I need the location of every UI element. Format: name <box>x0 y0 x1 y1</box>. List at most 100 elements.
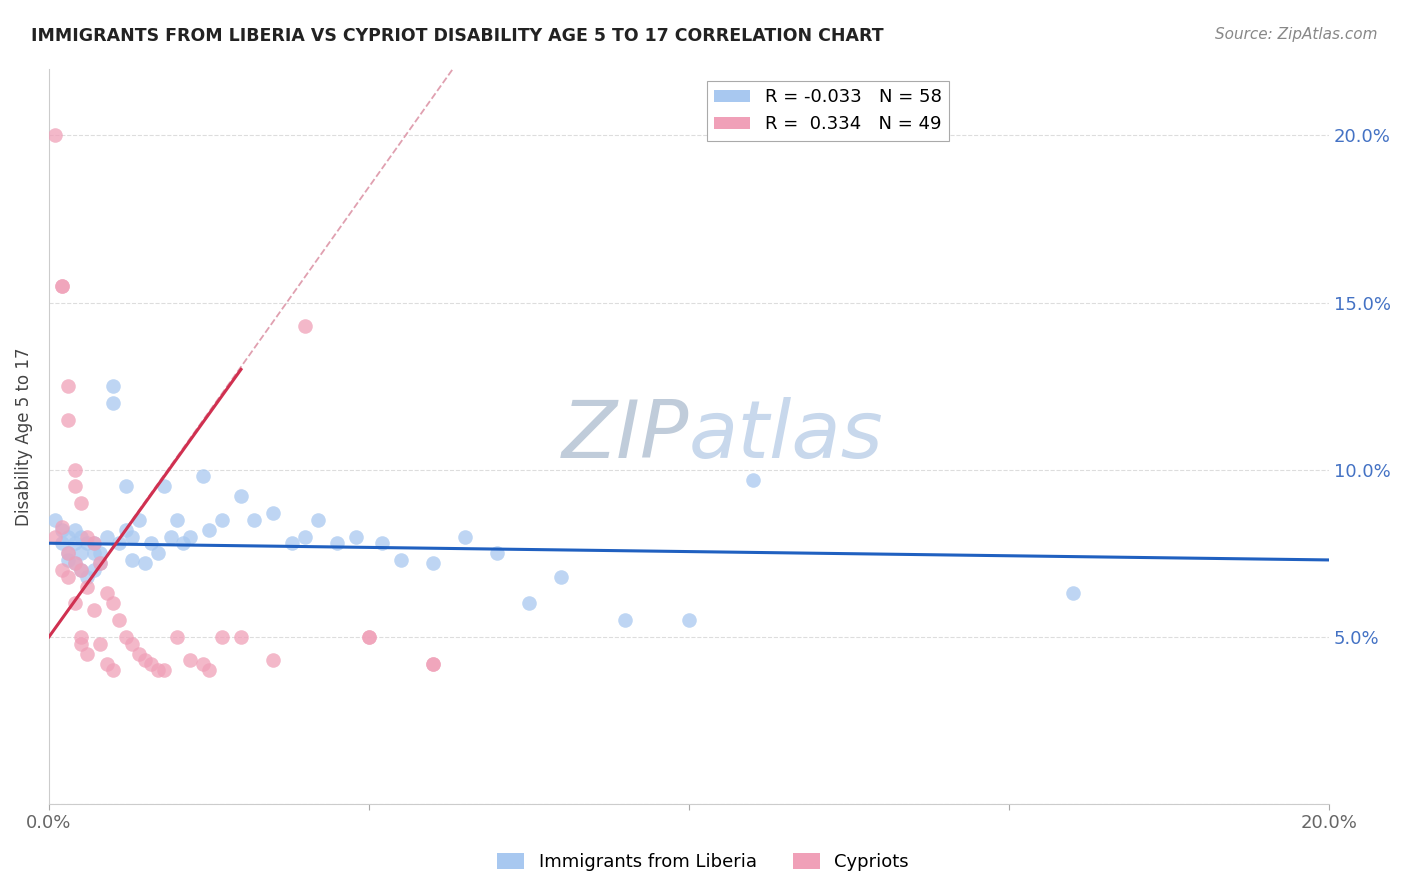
Point <box>51 523 73 537</box>
Point <box>96 657 118 671</box>
Point <box>153 479 176 493</box>
Point <box>294 318 316 333</box>
Point <box>63 556 86 570</box>
Point <box>108 536 131 550</box>
Point <box>114 479 136 493</box>
Text: atlas: atlas <box>689 397 884 475</box>
Point <box>128 513 150 527</box>
Point <box>146 663 169 677</box>
Point <box>1062 586 1084 600</box>
Point <box>44 513 66 527</box>
Point <box>108 613 131 627</box>
Point <box>121 636 143 650</box>
Point <box>44 530 66 544</box>
Point <box>294 530 316 544</box>
Point <box>550 569 572 583</box>
Point <box>179 530 201 544</box>
Point <box>211 630 233 644</box>
Point <box>101 379 124 393</box>
Point <box>56 530 79 544</box>
Point <box>76 647 98 661</box>
Point <box>211 513 233 527</box>
Point <box>56 553 79 567</box>
Point <box>114 523 136 537</box>
Point <box>51 519 73 533</box>
Point <box>63 536 86 550</box>
Point <box>191 469 214 483</box>
Point <box>198 523 221 537</box>
Legend: Immigrants from Liberia, Cypriots: Immigrants from Liberia, Cypriots <box>489 846 917 879</box>
Point <box>172 536 194 550</box>
Point <box>243 513 266 527</box>
Point <box>101 596 124 610</box>
Point <box>89 636 111 650</box>
Point <box>389 553 412 567</box>
Point <box>70 636 93 650</box>
Point <box>146 546 169 560</box>
Point <box>70 496 93 510</box>
Point <box>63 523 86 537</box>
Point <box>198 663 221 677</box>
Point <box>357 630 380 644</box>
Point <box>114 630 136 644</box>
Point <box>166 513 188 527</box>
Point <box>89 556 111 570</box>
Point <box>56 546 79 560</box>
Point <box>166 630 188 644</box>
Point <box>51 536 73 550</box>
Point <box>56 379 79 393</box>
Point <box>76 580 98 594</box>
Point <box>422 556 444 570</box>
Point <box>70 546 93 560</box>
Point <box>76 536 98 550</box>
Point <box>83 546 105 560</box>
Point <box>63 479 86 493</box>
Point <box>101 663 124 677</box>
Point <box>89 556 111 570</box>
Point <box>262 506 284 520</box>
Point <box>141 536 163 550</box>
Point <box>742 473 765 487</box>
Point <box>44 128 66 143</box>
Point <box>70 630 93 644</box>
Point <box>141 657 163 671</box>
Point <box>229 630 252 644</box>
Point <box>121 530 143 544</box>
Point <box>56 412 79 426</box>
Point <box>326 536 349 550</box>
Point <box>56 546 79 560</box>
Point <box>517 596 540 610</box>
Point <box>51 278 73 293</box>
Point <box>83 536 105 550</box>
Point <box>96 586 118 600</box>
Text: IMMIGRANTS FROM LIBERIA VS CYPRIOT DISABILITY AGE 5 TO 17 CORRELATION CHART: IMMIGRANTS FROM LIBERIA VS CYPRIOT DISAB… <box>31 27 883 45</box>
Point <box>307 513 329 527</box>
Point <box>371 536 394 550</box>
Point <box>96 530 118 544</box>
Point <box>614 613 637 627</box>
Point <box>678 613 700 627</box>
Point <box>70 563 93 577</box>
Point <box>134 653 156 667</box>
Point <box>128 647 150 661</box>
Point <box>134 556 156 570</box>
Point <box>83 563 105 577</box>
Point <box>422 657 444 671</box>
Point <box>159 530 181 544</box>
Point <box>344 530 367 544</box>
Point <box>63 596 86 610</box>
Point <box>153 663 176 677</box>
Point <box>281 536 304 550</box>
Point <box>486 546 509 560</box>
Point <box>262 653 284 667</box>
Point <box>89 546 111 560</box>
Point <box>121 553 143 567</box>
Point <box>179 653 201 667</box>
Point <box>70 563 93 577</box>
Text: ZIP: ZIP <box>561 397 689 475</box>
Point <box>76 569 98 583</box>
Point <box>229 490 252 504</box>
Point <box>454 530 477 544</box>
Point <box>63 556 86 570</box>
Point <box>191 657 214 671</box>
